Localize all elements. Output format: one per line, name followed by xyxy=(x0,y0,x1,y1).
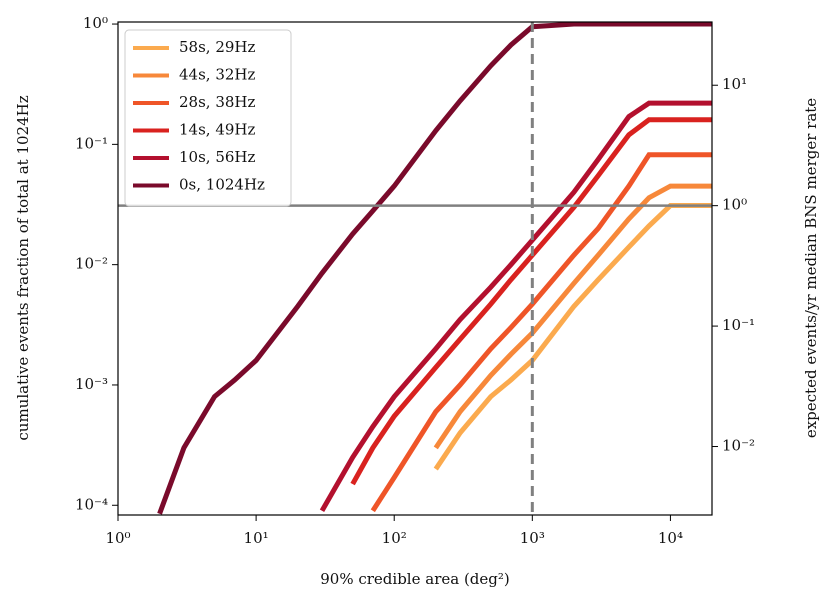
x-tick-label: 10⁰ xyxy=(105,529,130,547)
plot-area xyxy=(118,22,712,515)
series-line xyxy=(433,203,712,471)
y-tick-label: 10⁻⁴ xyxy=(75,495,108,513)
y-tick-label: 10⁻² xyxy=(75,255,108,273)
legend-label: 44s, 32Hz xyxy=(179,66,255,84)
series-line xyxy=(433,183,712,450)
series-line xyxy=(157,22,712,515)
x-tick-label: 10³ xyxy=(520,529,545,547)
legend-label: 0s, 1024Hz xyxy=(179,176,265,194)
y-tick-label: 10⁰ xyxy=(83,14,108,32)
y-tick-label: 10⁻¹ xyxy=(75,134,108,152)
legend-label: 10s, 56Hz xyxy=(179,148,255,166)
y2-axis-label: expected events/yr median BNS merger rat… xyxy=(802,98,820,438)
legend-label: 28s, 38Hz xyxy=(179,93,255,111)
y2-tick-label: 10⁰ xyxy=(722,196,747,214)
legend-label: 14s, 49Hz xyxy=(179,121,255,139)
y-tick-label: 10⁻³ xyxy=(75,375,108,393)
y2-tick-label: 10¹ xyxy=(722,75,747,93)
series-line xyxy=(370,152,712,513)
series-line xyxy=(350,117,712,486)
y2-tick-label: 10⁻² xyxy=(722,437,755,455)
axes-frame xyxy=(117,21,713,516)
x-tick-label: 10¹ xyxy=(244,529,269,547)
y2-tick-label: 10⁻¹ xyxy=(722,316,755,334)
series-line xyxy=(319,100,712,513)
y-axis-label: cumulative events fraction of total at 1… xyxy=(14,95,32,440)
legend-label: 58s, 29Hz xyxy=(179,38,255,56)
x-tick-label: 10⁴ xyxy=(658,529,683,547)
x-axis-label: 90% credible area (deg²) xyxy=(320,570,510,588)
x-tick-label: 10² xyxy=(382,529,407,547)
